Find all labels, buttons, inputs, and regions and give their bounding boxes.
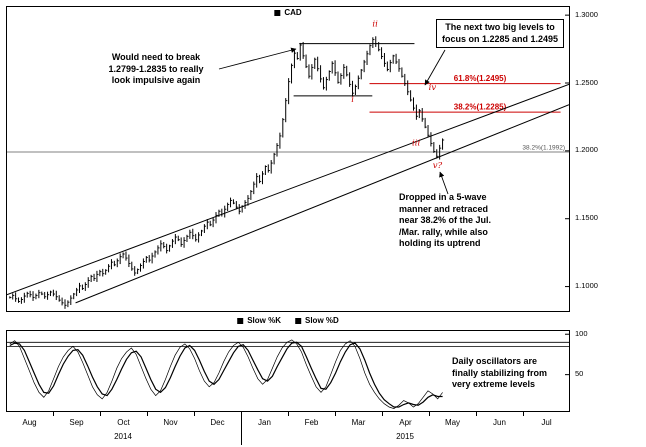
annotation-line: manner and retraced (399, 203, 489, 214)
uptrend-line-2 (75, 104, 569, 304)
wave-label-i: i (351, 95, 354, 105)
month-boundary-tick (288, 412, 289, 416)
annotation-line: The next two big levels to (445, 22, 555, 32)
price-axis-label: 1.2000 (575, 145, 598, 155)
annotation-drop-note: Dropped in a 5-wave manner and retraced … (399, 192, 491, 250)
annotation-breakout-note: Would need to break 1.2799-1.2835 to rea… (92, 52, 220, 87)
month-label: Dec (210, 418, 225, 427)
slow-d-label: Slow %D (305, 316, 339, 325)
wave-label-ii: ii (372, 20, 378, 30)
annotation-line: look impulsive again (111, 75, 201, 85)
month-label: Apr (399, 418, 412, 427)
price-axis-label: 100 (575, 328, 588, 338)
month-boundary-tick (429, 412, 430, 416)
month-boundary-tick (335, 412, 336, 416)
month-label: Nov (163, 418, 178, 427)
annotation-line: near 38.2% of the Jul. (399, 215, 492, 225)
month-label: Sep (69, 418, 84, 427)
month-boundary-tick (100, 412, 101, 416)
osc-line-slow-k (9, 339, 443, 409)
price-chart-panel: 61.8%(1.2495) 38.2%(1.2285) 38.2%(1.1992) i… (6, 6, 570, 312)
cad-series-label: CAD (284, 8, 302, 17)
fib-level-label: 38.2%(1.1992) (522, 144, 565, 151)
month-boundary-tick (53, 412, 54, 416)
price-axis-label: 1.2500 (575, 77, 598, 87)
month-label: May (444, 418, 461, 427)
oscillator-legend: Slow %K Slow %D (234, 316, 342, 325)
slow-k-marker-icon (237, 317, 244, 324)
month-boundary-tick (523, 412, 524, 416)
annotation-arrow (424, 49, 446, 86)
wave-label-iv: iv (429, 83, 437, 93)
x-axis-month-labels: Aug Sep Oct Nov Dec Jan Feb Mar Apr May … (6, 418, 570, 427)
month-label: Aug (22, 418, 37, 427)
annotation-line: 1.2799-1.2835 to really (108, 63, 204, 74)
oscillator-panel (6, 330, 570, 412)
month-label: Jan (258, 418, 271, 427)
osc-line-slow-d (9, 341, 443, 408)
annotation-line: holding its uptrend (399, 238, 481, 248)
wave-label-iii: iii (412, 138, 420, 148)
price-axis-label: 1.1500 (575, 213, 598, 223)
fib-level-label: 61.8%(1.2495) (454, 74, 507, 83)
price-axis-label: 1.3000 (575, 9, 598, 19)
month-label: Jul (541, 418, 552, 427)
annotation-line: Daily oscillators are (452, 356, 538, 366)
month-boundary-tick (147, 412, 148, 416)
candles-group (9, 36, 445, 309)
annotation-arrow (439, 171, 449, 195)
annotation-line: finally stabilizing from (452, 367, 548, 378)
annotation-line: very extreme levels (452, 379, 536, 389)
month-label: Jun (493, 418, 506, 427)
month-label: Mar (351, 418, 366, 427)
slow-d-legend-item: Slow %D (295, 316, 339, 325)
annotation-arrow (218, 47, 297, 70)
price-chart-legend: CAD (271, 8, 305, 17)
month-boundary-tick (382, 412, 383, 416)
month-label: Oct (117, 418, 130, 427)
annotation-oscillator-note: Daily oscillators are finally stabilizin… (452, 356, 547, 391)
annotation-line: /Mar. rally, while also (399, 226, 488, 237)
annotation-line: focus on 1.2285 and 1.2495 (442, 33, 559, 44)
price-axis-label: 50 (575, 369, 584, 379)
price-axis-label: 1.1000 (575, 281, 598, 291)
price-chart-svg: 61.8%(1.2495) 38.2%(1.2285) 38.2%(1.1992) i… (7, 14, 569, 309)
oscillator-svg (7, 333, 569, 409)
annotation-levels-box: The next two big levels to focus on 1.22… (436, 19, 565, 48)
wave-label-vq: v? (433, 161, 443, 171)
fib-level-label: 38.2%(1.2285) (454, 103, 507, 112)
month-boundary-tick (241, 412, 242, 416)
annotation-line: Would need to break (111, 52, 201, 62)
slow-k-legend-item: Slow %K (237, 316, 281, 325)
year-label-2014: 2014 (114, 432, 132, 441)
uptrend-line-1 (7, 83, 569, 296)
year-label-2015: 2015 (396, 432, 414, 441)
slow-d-marker-icon (295, 317, 301, 324)
cad-series-marker-icon (274, 9, 281, 16)
month-boundary-tick (194, 412, 195, 416)
slow-k-label: Slow %K (247, 316, 281, 325)
year-divider-line (241, 413, 242, 445)
month-label: Feb (304, 418, 319, 427)
annotation-line: Dropped in a 5-wave (399, 192, 487, 202)
month-boundary-tick (476, 412, 477, 416)
